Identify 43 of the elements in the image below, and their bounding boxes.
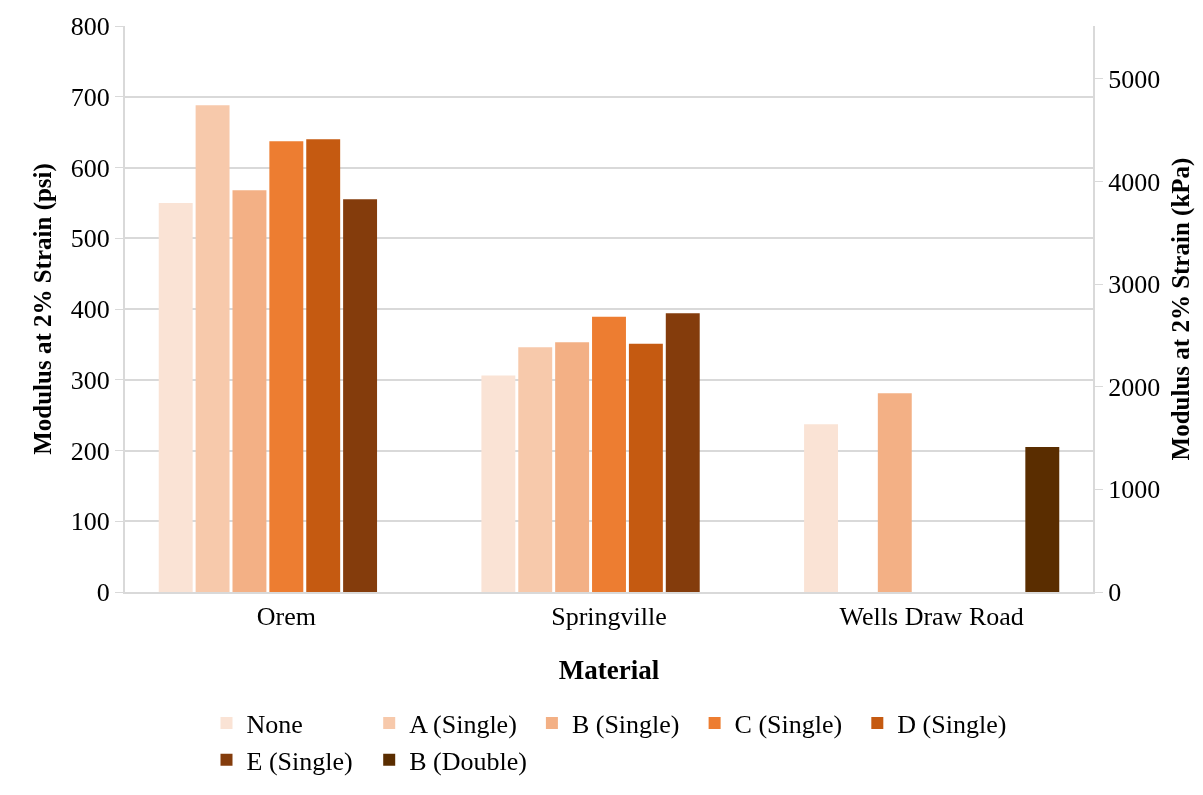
y-tick-label: 400 bbox=[70, 295, 110, 325]
bar bbox=[592, 316, 626, 592]
y-tick-label: 800 bbox=[70, 12, 110, 42]
bar bbox=[306, 139, 341, 592]
bar bbox=[518, 347, 553, 592]
bar bbox=[343, 199, 378, 592]
bar bbox=[232, 190, 267, 592]
legend-label: A (Single) bbox=[409, 710, 517, 740]
bar bbox=[665, 313, 700, 592]
x-axis-title: Material bbox=[558, 655, 660, 686]
y-tick-label: 700 bbox=[70, 82, 110, 112]
y2-axis-title: Modulus at 2% Strain (kPa) bbox=[1166, 157, 1195, 461]
bar bbox=[481, 375, 516, 592]
bar bbox=[804, 424, 838, 592]
bar bbox=[269, 141, 304, 592]
y2-tick-label: 5000 bbox=[1108, 65, 1161, 95]
y2-tick-label: 4000 bbox=[1108, 167, 1161, 197]
y-tick-label: 300 bbox=[70, 365, 110, 395]
legend-label: E (Single) bbox=[246, 746, 353, 776]
legend-label: C (Single) bbox=[734, 710, 843, 740]
y2-tick-label: 2000 bbox=[1108, 372, 1161, 402]
x-tick-label: Orem bbox=[256, 602, 316, 632]
y-tick-label: 0 bbox=[96, 578, 110, 608]
y-tick-label: 200 bbox=[70, 436, 110, 466]
y-tick-label: 600 bbox=[70, 153, 110, 183]
bar bbox=[877, 393, 912, 592]
bar bbox=[195, 105, 230, 592]
legend-label: None bbox=[246, 710, 303, 740]
bar bbox=[158, 202, 193, 592]
y-axis-title: Modulus at 2% Strain (psi) bbox=[29, 163, 58, 455]
y2-tick-label: 0 bbox=[1108, 578, 1122, 608]
legend-label: B (Single) bbox=[571, 710, 680, 740]
x-tick-label: Wells Draw Road bbox=[839, 602, 1024, 632]
bar bbox=[555, 342, 590, 592]
bar bbox=[1025, 446, 1060, 592]
x-tick-label: Springville bbox=[551, 602, 667, 632]
bar bbox=[628, 343, 663, 592]
y2-tick-label: 1000 bbox=[1108, 475, 1161, 505]
legend-label: B (Double) bbox=[409, 746, 527, 776]
y2-tick-label: 3000 bbox=[1108, 270, 1161, 300]
y-tick-label: 500 bbox=[70, 224, 110, 254]
y-tick-label: 100 bbox=[70, 507, 110, 537]
legend-label: D (Single) bbox=[897, 710, 1007, 740]
